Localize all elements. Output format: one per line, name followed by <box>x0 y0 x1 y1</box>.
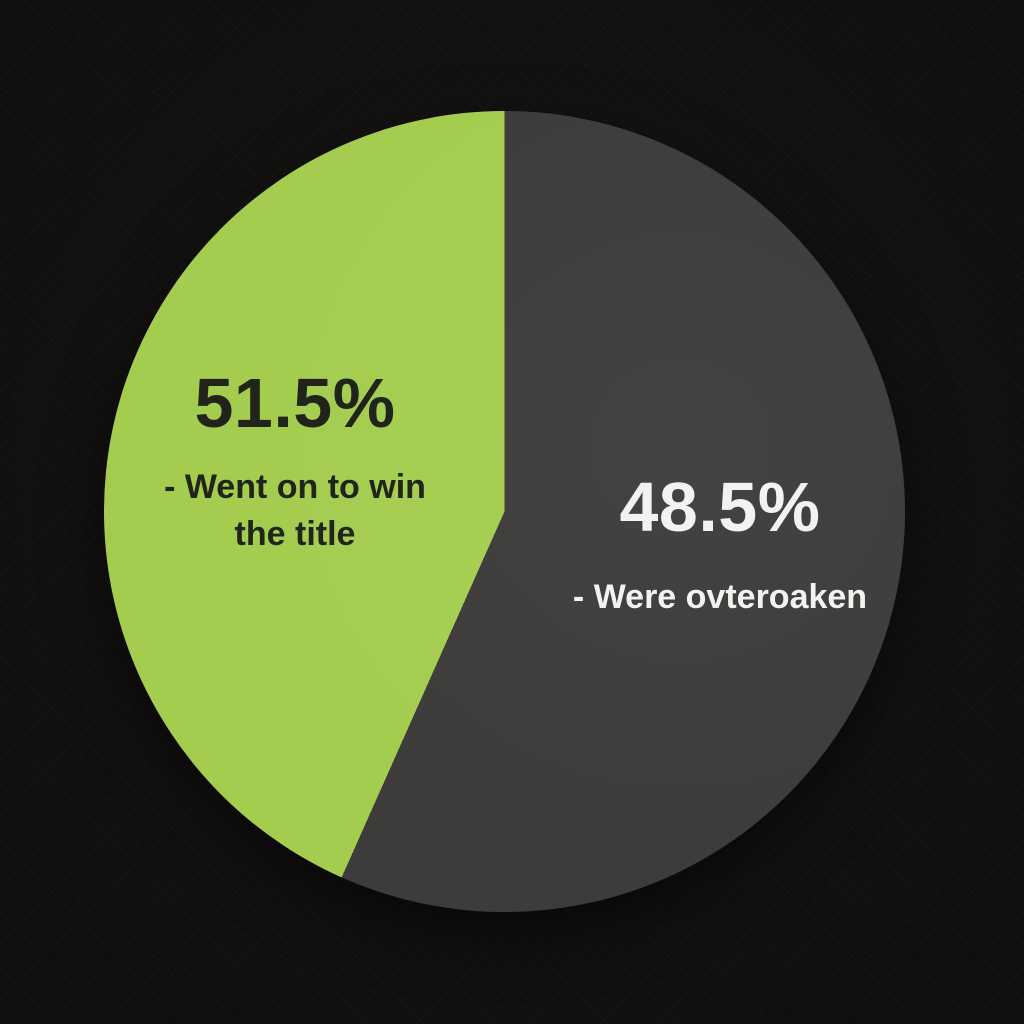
green-slice-description-line1: - Went on to win <box>164 468 426 506</box>
gray-slice-description-line1: - Were ovteroaken <box>572 578 868 616</box>
green-slice-label-group: 51.5% - Went on to win the title <box>130 368 460 558</box>
gray-slice-description: - Were ovteroaken <box>560 574 880 621</box>
green-slice-description-line2: the title <box>234 515 356 553</box>
gray-slice-label-group: 48.5% - Were ovteroaken <box>560 472 880 621</box>
green-slice-description: - Went on to win the title <box>130 464 460 558</box>
green-slice-percentage: 51.5% <box>194 364 396 442</box>
gray-slice-percentage: 48.5% <box>619 468 821 546</box>
